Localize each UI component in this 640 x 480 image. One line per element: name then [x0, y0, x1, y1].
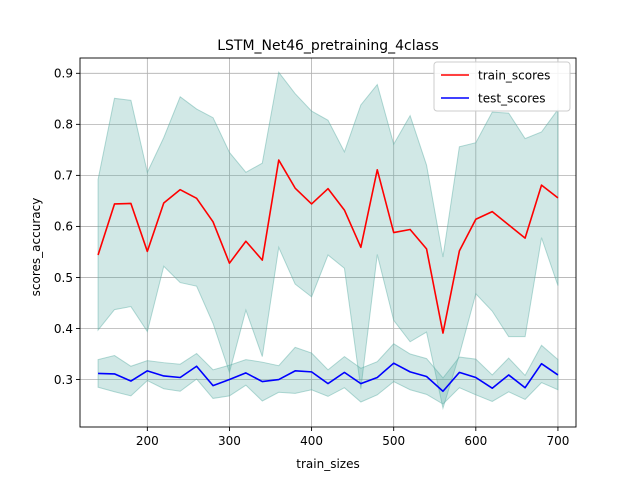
- y-tick-label: 0.6: [54, 220, 73, 234]
- y-tick-label: 0.9: [54, 67, 73, 81]
- line-test-scores: [98, 362, 559, 393]
- y-tick-label: 0.3: [54, 373, 73, 387]
- x-tick-label: 600: [464, 434, 487, 448]
- x-tick-label: 500: [382, 434, 405, 448]
- plot-background: [80, 58, 576, 427]
- grid: [80, 58, 576, 427]
- legend-label-test-scores: test_scores: [478, 92, 546, 106]
- band-train-scores: [97, 71, 559, 411]
- y-tick-label: 0.5: [54, 271, 73, 285]
- legend-label-train-scores: train_scores: [478, 69, 550, 83]
- plot-area: [80, 58, 576, 427]
- x-tick-label: 300: [218, 434, 241, 448]
- y-axis-label: scores_accuracy: [29, 198, 43, 297]
- legend: train_scores test_scores: [433, 61, 571, 112]
- axes-spines: [79, 57, 577, 428]
- x-axis-label: train_sizes: [296, 457, 359, 471]
- x-tick-label: 200: [136, 434, 159, 448]
- y-tick-label: 0.8: [54, 118, 73, 132]
- line-train-scores: [97, 159, 559, 334]
- chart-title: LSTM_Net46_pretraining_4class: [217, 38, 439, 54]
- band-test-scores: [97, 343, 559, 405]
- y-tick-label: 0.4: [54, 322, 73, 336]
- x-tick-label: 400: [300, 434, 323, 448]
- x-tick-label: 700: [546, 434, 569, 448]
- y-tick-label: 0.7: [54, 169, 73, 183]
- axes-frame: [79, 57, 577, 428]
- confidence-bands: [97, 71, 559, 411]
- series-lines: [97, 159, 559, 393]
- y-axis-ticks: 0.3 0.4 0.5 0.6 0.7 0.8 0.9: [54, 67, 80, 387]
- x-axis-ticks: 200 300 400 500 600 700: [136, 427, 569, 448]
